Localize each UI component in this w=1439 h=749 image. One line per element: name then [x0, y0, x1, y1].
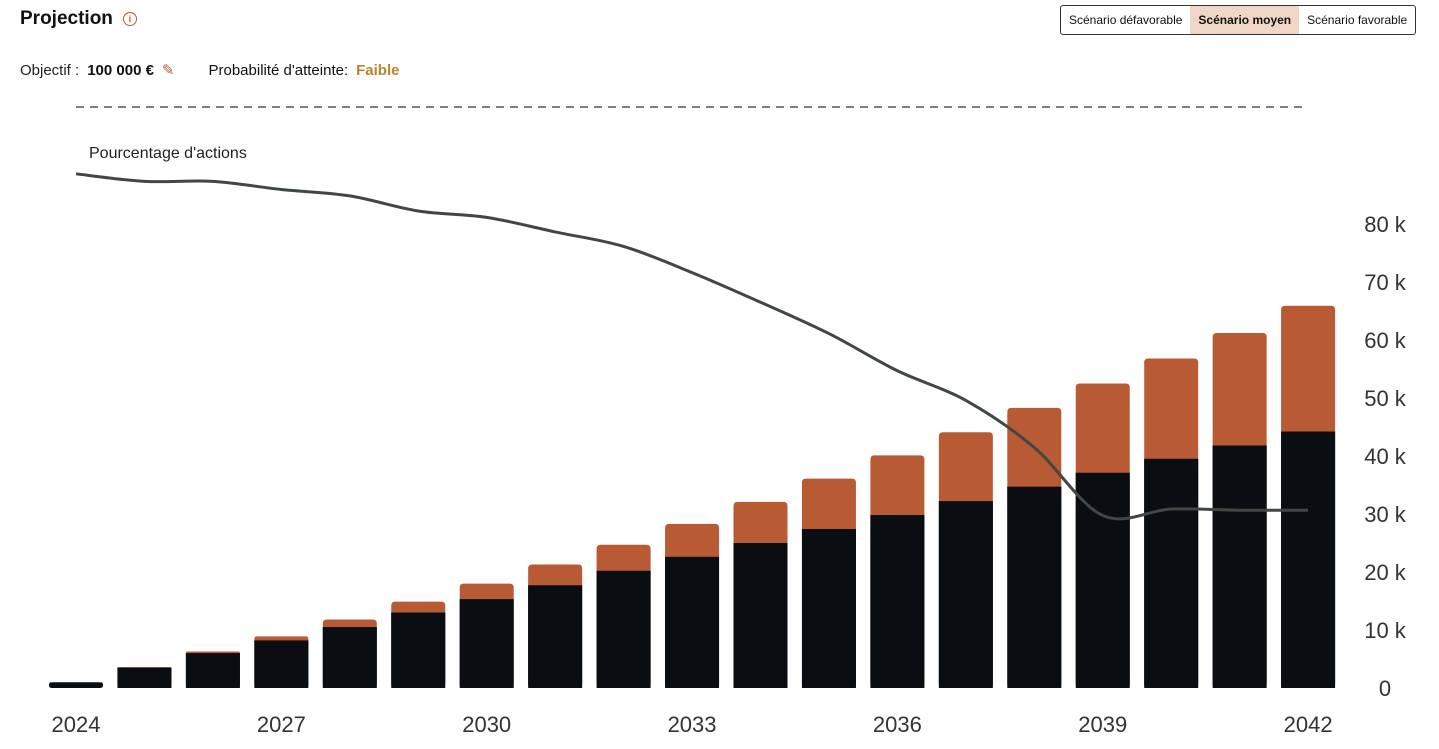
bar-invested-base-2040 [1144, 458, 1199, 688]
bar-gains-2035 [801, 478, 856, 531]
x-tick-label: 2024 [52, 712, 101, 737]
y-tick-label: 70 k [1364, 270, 1407, 295]
bar-invested-base-2026 [185, 653, 240, 688]
bar-invested-base-2028 [322, 627, 377, 688]
bar-invested-base-2032 [596, 570, 651, 688]
bar-gains-2027 [254, 636, 309, 642]
probability-value: Faible [356, 61, 400, 79]
info-icon[interactable]: i [122, 12, 137, 26]
bar-invested-base-2039 [1075, 472, 1130, 688]
y-tick-label: 80 k [1364, 212, 1407, 237]
x-tick-label: 2027 [257, 712, 306, 737]
bar-gains-2031 [528, 564, 583, 587]
bar-gains-2036 [870, 455, 925, 517]
y-tick-label: 40 k [1364, 444, 1407, 469]
bar-gains-2040 [1144, 358, 1199, 460]
bar-gains-2041 [1212, 333, 1267, 447]
y-tick-label: 60 k [1364, 328, 1407, 353]
scenario-moyen-button[interactable]: Scénario moyen [1190, 6, 1300, 34]
bar-gains-2042 [1281, 305, 1336, 433]
bar-gains-2028 [322, 619, 377, 629]
bar-invested-base-2031 [528, 585, 583, 688]
x-tick-label: 2036 [873, 712, 922, 737]
bar-invested-base-2033 [665, 556, 720, 688]
x-tick-label: 2039 [1078, 712, 1127, 737]
bar-invested-base-2029 [391, 612, 446, 688]
bar-invested-base-2038 [1007, 486, 1062, 688]
bar-gains-2037 [938, 432, 993, 503]
y-tick-label: 30 k [1364, 502, 1407, 527]
y-tick-label: 10 k [1364, 618, 1407, 643]
bar-invested-2024 [49, 682, 103, 688]
projection-header: Projection i [20, 8, 137, 30]
scenario-favorable-button[interactable]: Scénario favorable [1307, 13, 1408, 27]
scenario-selector: Scénario défavorable Scénario moyen Scén… [1060, 5, 1417, 35]
bar-invested-base-2036 [870, 515, 925, 688]
x-tick-label: 2030 [462, 712, 511, 737]
x-tick-label: 2042 [1284, 712, 1333, 737]
objective-label: Objectif : [20, 61, 80, 79]
bar-gains-2033 [665, 523, 720, 558]
objective-row: Objectif : 100 000 € ✎ Probabilité d'att… [20, 61, 400, 80]
bar-invested-base-2034 [733, 543, 788, 688]
line-pourcentage-actions [75, 172, 1309, 521]
bar-invested-base-2025 [117, 667, 172, 688]
line-series-label: Pourcentage d'actions [89, 145, 247, 162]
bar-gains-2030 [459, 583, 514, 601]
bar-gains-2029 [391, 601, 446, 614]
bar-invested-base-2035 [801, 529, 856, 688]
bar-invested-base-2041 [1212, 445, 1267, 688]
bar-gains-2034 [733, 501, 788, 544]
bar-invested-base-2042 [1281, 431, 1336, 688]
bar-invested-base-2037 [938, 501, 993, 688]
bar-invested-base-2027 [254, 640, 309, 688]
scenario-defavorable-button[interactable]: Scénario défavorable [1069, 13, 1183, 27]
pencil-icon[interactable]: ✎ [161, 62, 175, 79]
x-tick-label: 2033 [668, 712, 717, 737]
bar-gains-2039 [1075, 383, 1130, 474]
page-title: Projection [20, 8, 113, 29]
bar-invested-base-2030 [459, 599, 514, 688]
y-tick-label: 50 k [1364, 386, 1407, 411]
probability-label: Probabilité d'atteinte: [208, 61, 349, 79]
bar-gains-2032 [596, 544, 651, 572]
objective-value: 100 000 € [87, 61, 154, 79]
y-tick-label: 20 k [1364, 560, 1407, 585]
y-tick-label: 0 [1379, 676, 1391, 701]
